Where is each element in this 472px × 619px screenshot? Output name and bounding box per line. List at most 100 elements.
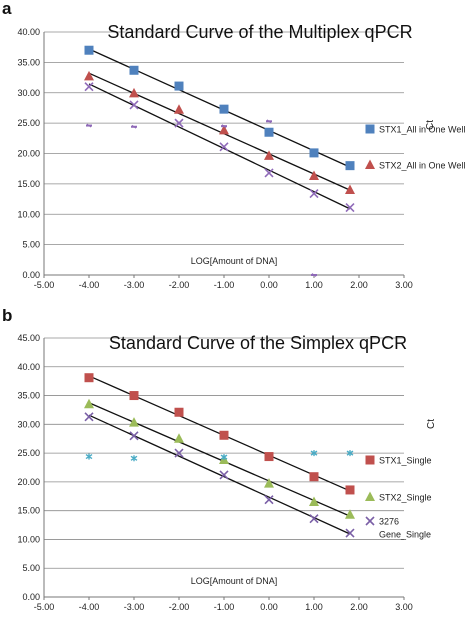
data-point-series-1 (264, 150, 274, 160)
x-tick-label: -5.00 (34, 602, 55, 612)
data-point-series-3 (266, 119, 272, 124)
data-point-series-2 (174, 118, 184, 128)
legend-marker (365, 455, 375, 465)
data-point-series-2 (309, 514, 319, 524)
x-tick-label: 1.00 (305, 602, 323, 612)
legend-entry: STX1_All in One Well (365, 124, 465, 135)
legend-entry: 3276 Gene_Single (365, 516, 431, 540)
legend-marker (365, 159, 375, 169)
data-point-series-0 (129, 65, 139, 75)
data-point-series-3 (220, 454, 228, 461)
data-point-series-1 (84, 70, 94, 81)
y-tick-label: 10.00 (17, 534, 40, 544)
data-point-series-2 (219, 142, 229, 152)
x-tick-label: -3.00 (124, 602, 145, 612)
y-tick-label: 0.00 (22, 270, 40, 280)
legend-label: STX1_Single (379, 456, 432, 466)
data-point-series-0 (219, 430, 229, 440)
legend-entry: STX1_Single (365, 455, 432, 466)
data-point-series-1 (174, 433, 184, 443)
data-point-series-0 (129, 391, 139, 401)
x-tick-label: 0.00 (260, 602, 278, 612)
data-point-series-0 (309, 472, 319, 482)
data-point-series-0 (84, 373, 94, 383)
data-point-series-1 (129, 417, 139, 427)
y-tick-label: 0.00 (22, 592, 40, 602)
data-point-series-3 (86, 123, 92, 128)
data-point-series-1 (219, 124, 229, 135)
legend-label: 3276 Gene_Single (379, 517, 431, 540)
y-tick-label: 35.00 (17, 391, 40, 401)
data-point-series-2 (129, 431, 139, 441)
panel-letter: b (2, 306, 12, 325)
data-point-series-3 (310, 450, 318, 457)
x-tick-label: 2.00 (350, 280, 368, 290)
data-point-series-0 (309, 148, 319, 158)
data-point-series-2 (219, 470, 229, 480)
data-point-series-2 (345, 528, 355, 538)
data-point-series-3 (346, 450, 354, 457)
x-tick-label: -3.00 (124, 280, 145, 290)
legend-entry: STX2_All in One Well (365, 159, 465, 171)
x-tick-label: 2.00 (350, 602, 368, 612)
data-point-series-1 (174, 104, 184, 114)
chart-panel-a: a 0.00 5.00 10.00 15.00 20.00 25.00 30.00 35.00 4… (2, 0, 465, 290)
data-point-series-0 (219, 104, 229, 114)
y-tick-label: 20.00 (17, 477, 40, 487)
data-point-series-1 (309, 170, 319, 180)
x-tick-label: 3.00 (395, 280, 413, 290)
y-tick-label: 35.00 (17, 57, 40, 67)
legend-marker (365, 491, 375, 501)
data-point-series-1 (129, 87, 139, 98)
data-point-series-0 (84, 45, 94, 55)
data-point-series-0 (345, 485, 355, 495)
legend-label: STX1_All in One Well (379, 125, 465, 135)
x-tick-label: -4.00 (79, 280, 100, 290)
data-point-series-0 (264, 127, 274, 137)
legend-marker (365, 124, 375, 134)
y-tick-label: 20.00 (17, 149, 40, 159)
y-tick-label: 25.00 (17, 448, 40, 458)
chart-panel-b: b 0.00 5.00 10.00 15.00 20.00 25.00 30.00 35.00 4… (2, 306, 437, 612)
x-tick-label: -1.00 (214, 280, 235, 290)
x-tick-label: -5.00 (34, 280, 55, 290)
y-tick-label: 45.00 (17, 333, 40, 343)
x-tick-label: -1.00 (214, 602, 235, 612)
data-point-series-3 (130, 455, 138, 462)
x-tick-label: 1.00 (305, 280, 323, 290)
trendline-series-1 (88, 402, 351, 517)
chart-title: Standard Curve of the Multiplex qPCR (107, 22, 412, 42)
data-point-series-2 (84, 82, 94, 92)
x-tick-label: -2.00 (169, 602, 190, 612)
y-tick-label: 5.00 (22, 240, 40, 250)
data-point-series-0 (174, 81, 184, 91)
data-point-series-0 (345, 161, 355, 171)
data-point-series-1 (309, 496, 319, 507)
x-tick-label: -4.00 (79, 602, 100, 612)
y-axis-label: Ct (425, 120, 436, 130)
data-point-series-3 (311, 273, 317, 277)
chart-title: Standard Curve of the Simplex qPCR (109, 333, 407, 353)
y-tick-label: 5.00 (22, 563, 40, 573)
y-tick-label: 40.00 (17, 27, 40, 37)
data-point-series-3 (221, 124, 227, 129)
legend-label: STX2_Single (379, 493, 432, 503)
data-point-series-1 (345, 184, 355, 194)
data-point-series-3 (85, 453, 93, 460)
trendline-series-1 (88, 72, 351, 191)
y-tick-label: 15.00 (17, 179, 40, 189)
data-point-series-2 (174, 448, 184, 458)
x-axis-label: LOG[Amount of DNA] (191, 576, 278, 586)
x-tick-label: 3.00 (395, 602, 413, 612)
data-point-series-1 (264, 478, 274, 488)
data-point-series-2 (84, 412, 94, 422)
legend-marker (365, 516, 375, 526)
trendline-series-2 (88, 83, 351, 210)
data-point-series-3 (131, 124, 137, 129)
data-point-series-2 (345, 203, 355, 213)
data-point-series-0 (174, 407, 184, 417)
data-point-series-2 (264, 168, 274, 178)
x-axis-label: LOG[Amount of DNA] (191, 256, 278, 266)
